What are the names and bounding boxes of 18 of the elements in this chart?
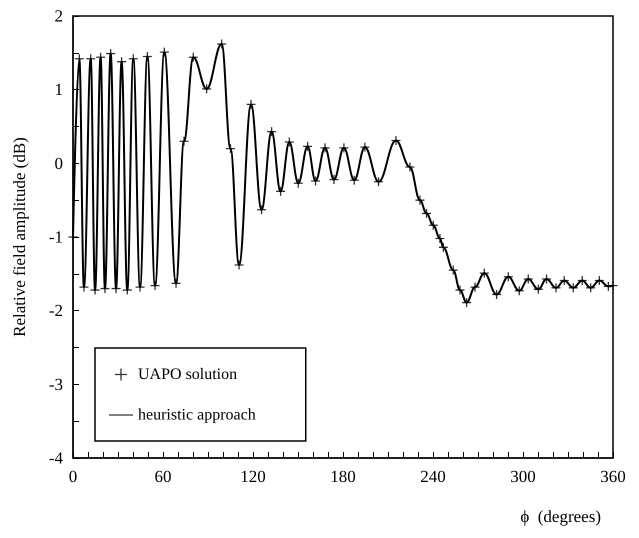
y-tick-label: 0 bbox=[54, 154, 63, 173]
y-tick-label: 2 bbox=[54, 6, 63, 26]
x-axis-title: ϕ (degrees) bbox=[520, 507, 601, 526]
x-tick-label: 60 bbox=[154, 467, 172, 486]
x-tick-label: 360 bbox=[600, 467, 626, 486]
x-tick-label: 180 bbox=[330, 467, 356, 486]
y-tick-label: -4 bbox=[48, 448, 64, 468]
legend-label: heuristic approach bbox=[138, 406, 256, 424]
x-tick-label: 240 bbox=[420, 467, 446, 486]
y-tick-label: -1 bbox=[48, 228, 63, 246]
x-tick-label: 300 bbox=[510, 467, 536, 486]
y-tick-label: 1 bbox=[54, 80, 63, 100]
y-tick-label: -2 bbox=[48, 301, 63, 320]
y-axis-title: Relative field amplitude (dB) bbox=[10, 137, 29, 337]
y-tick-label: -3 bbox=[48, 374, 63, 394]
x-tick-label: 120 bbox=[240, 467, 266, 486]
legend-label: UAPO solution bbox=[138, 366, 238, 383]
x-tick-label: 0 bbox=[68, 467, 78, 486]
